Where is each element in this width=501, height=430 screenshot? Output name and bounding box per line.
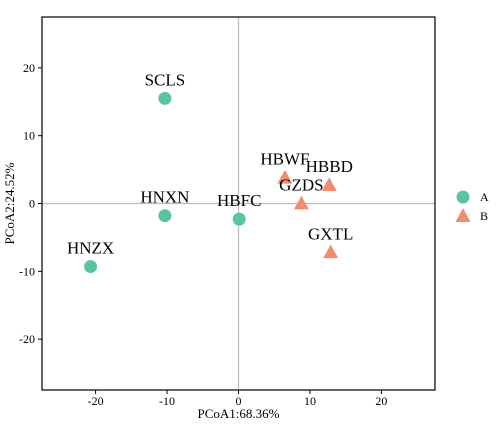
legend: AB <box>455 190 489 223</box>
point-hnzx <box>84 260 98 274</box>
legend-label-b: B <box>480 209 488 223</box>
point-scls <box>158 91 172 105</box>
x-tick-label: -10 <box>159 394 175 408</box>
x-axis-ticks: -20 -10 0 10 20 <box>88 390 387 408</box>
x-axis-label: PCoA1:68.36% <box>198 406 280 421</box>
point-hnxn <box>158 209 172 223</box>
y-tick-label: -20 <box>19 332 35 346</box>
point-hbfc <box>232 212 246 226</box>
point-label-hbbd: HBBD <box>306 157 353 176</box>
y-tick-label: 0 <box>29 197 35 211</box>
point-label-hbwf: HBWF <box>260 150 309 169</box>
legend-label-a: A <box>480 190 489 204</box>
point-hbwf <box>277 169 293 184</box>
legend-marker-b <box>455 208 471 222</box>
zero-lines <box>42 17 435 390</box>
y-tick-label: 10 <box>23 129 35 143</box>
y-tick-label: 20 <box>23 61 35 75</box>
y-axis-ticks: 20 10 0 -10 -20 <box>19 61 42 346</box>
point-hbbd <box>321 177 337 192</box>
point-label-hnzx: HNZX <box>67 239 114 258</box>
x-tick-label: 20 <box>375 394 387 408</box>
point-label-hbfc: HBFC <box>217 191 261 210</box>
point-gzds <box>293 195 309 210</box>
y-axis-label: PCoA2:24.52% <box>2 162 17 244</box>
x-tick-label: 0 <box>236 394 242 408</box>
point-label-gzds: GZDS <box>279 176 323 195</box>
x-tick-label: 10 <box>304 394 316 408</box>
legend-marker-a <box>456 190 470 204</box>
y-tick-label: -10 <box>19 264 35 278</box>
point-label-scls: SCLS <box>145 70 186 89</box>
point-label-hnxn: HNXN <box>140 188 189 207</box>
x-tick-label: -20 <box>88 394 104 408</box>
point-label-gxtl: GXTL <box>308 224 353 243</box>
point-gxtl <box>323 244 339 259</box>
data-points <box>84 91 339 274</box>
